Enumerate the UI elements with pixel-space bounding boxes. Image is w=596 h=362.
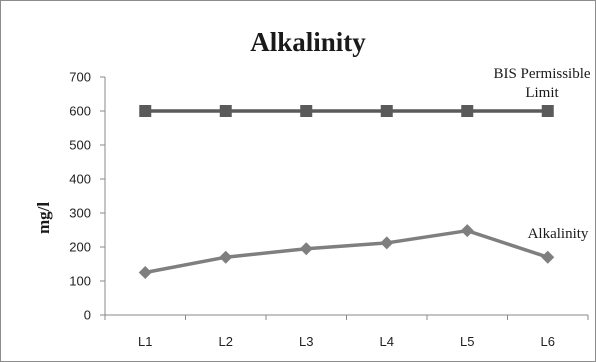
y-tick-label: 300 (69, 206, 91, 221)
x-tick-label: L1 (138, 334, 152, 349)
y-tick-label: 0 (84, 308, 91, 323)
data-point-square (300, 105, 313, 117)
data-point-diamond (299, 242, 313, 256)
x-tick-label: L5 (460, 334, 474, 349)
data-point-diamond (219, 250, 233, 264)
data-point-diamond (541, 250, 555, 264)
y-tick-label: 500 (69, 138, 91, 153)
annotation-bis-line2: Limit (525, 85, 559, 101)
data-point-square (380, 105, 393, 117)
y-tick-label: 600 (69, 104, 91, 119)
x-tick-label: L3 (299, 334, 313, 349)
y-tick-label: 200 (69, 240, 91, 255)
y-axis-label: mg/l (34, 202, 53, 234)
y-tick-label: 700 (69, 70, 91, 85)
chart-title: Alkalinity (250, 27, 366, 57)
data-point-square (541, 105, 554, 117)
x-tick-label: L2 (219, 334, 233, 349)
series-layer (138, 105, 555, 279)
y-tick-label: 400 (69, 172, 91, 187)
data-point-diamond (380, 236, 394, 250)
x-axis-ticks: L1 L2 L3 L4 L5 L6 (104, 315, 589, 349)
series-line-alkalinity (144, 228, 549, 275)
data-point-square (461, 105, 474, 117)
annotation-alkalinity: Alkalinity (528, 226, 589, 242)
data-point-square (219, 105, 232, 117)
y-tick-label: 100 (69, 274, 91, 289)
y-axis-ticks: 0 100 200 300 400 500 600 700 (69, 70, 105, 323)
data-point-diamond (460, 224, 474, 238)
annotation-bis-line1: BIS Permissible (493, 66, 590, 82)
x-tick-label: L6 (541, 334, 555, 349)
x-tick-label: L4 (380, 334, 394, 349)
data-point-square (139, 105, 152, 117)
data-point-diamond (138, 266, 152, 279)
